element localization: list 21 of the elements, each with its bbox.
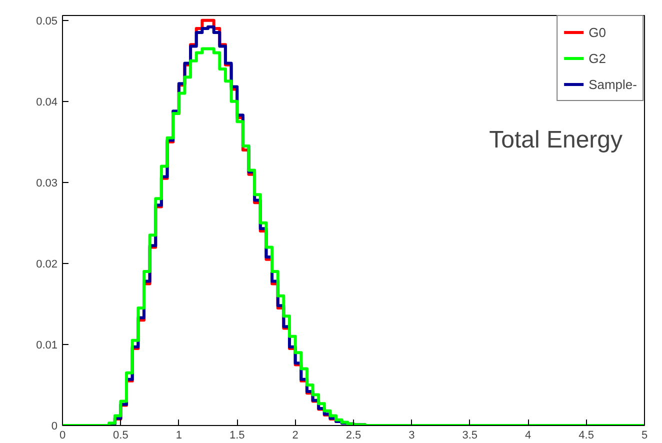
x-tick-label: 0 [59,430,66,442]
x-tick-label: 1.5 [229,430,245,442]
y-tick-label: 0.01 [36,339,58,352]
y-tick-label: 0.03 [36,177,58,190]
x-tick-label: 5 [641,430,648,442]
x-tick-label: 0.5 [113,430,128,442]
x-tick-label: 2.5 [346,430,362,442]
x-tick-label: 3 [408,430,415,442]
legend-label: G2 [588,50,607,66]
x-tick-label: 3.5 [462,430,478,442]
x-tick-label: 1 [176,430,182,442]
x-tick-label: 4 [525,430,532,442]
y-tick-label: 0.02 [36,258,58,270]
y-tick-label: 0.04 [36,96,58,108]
y-tick-label: 0.05 [36,15,58,28]
legend-label: Sample- [588,76,637,92]
x-tick-label: 2 [292,430,298,442]
x-tick-label: 4.5 [578,430,594,442]
annotation: Total Energy [489,126,622,154]
y-tick-label: 0 [51,420,58,432]
legend-label: G0 [588,24,607,40]
